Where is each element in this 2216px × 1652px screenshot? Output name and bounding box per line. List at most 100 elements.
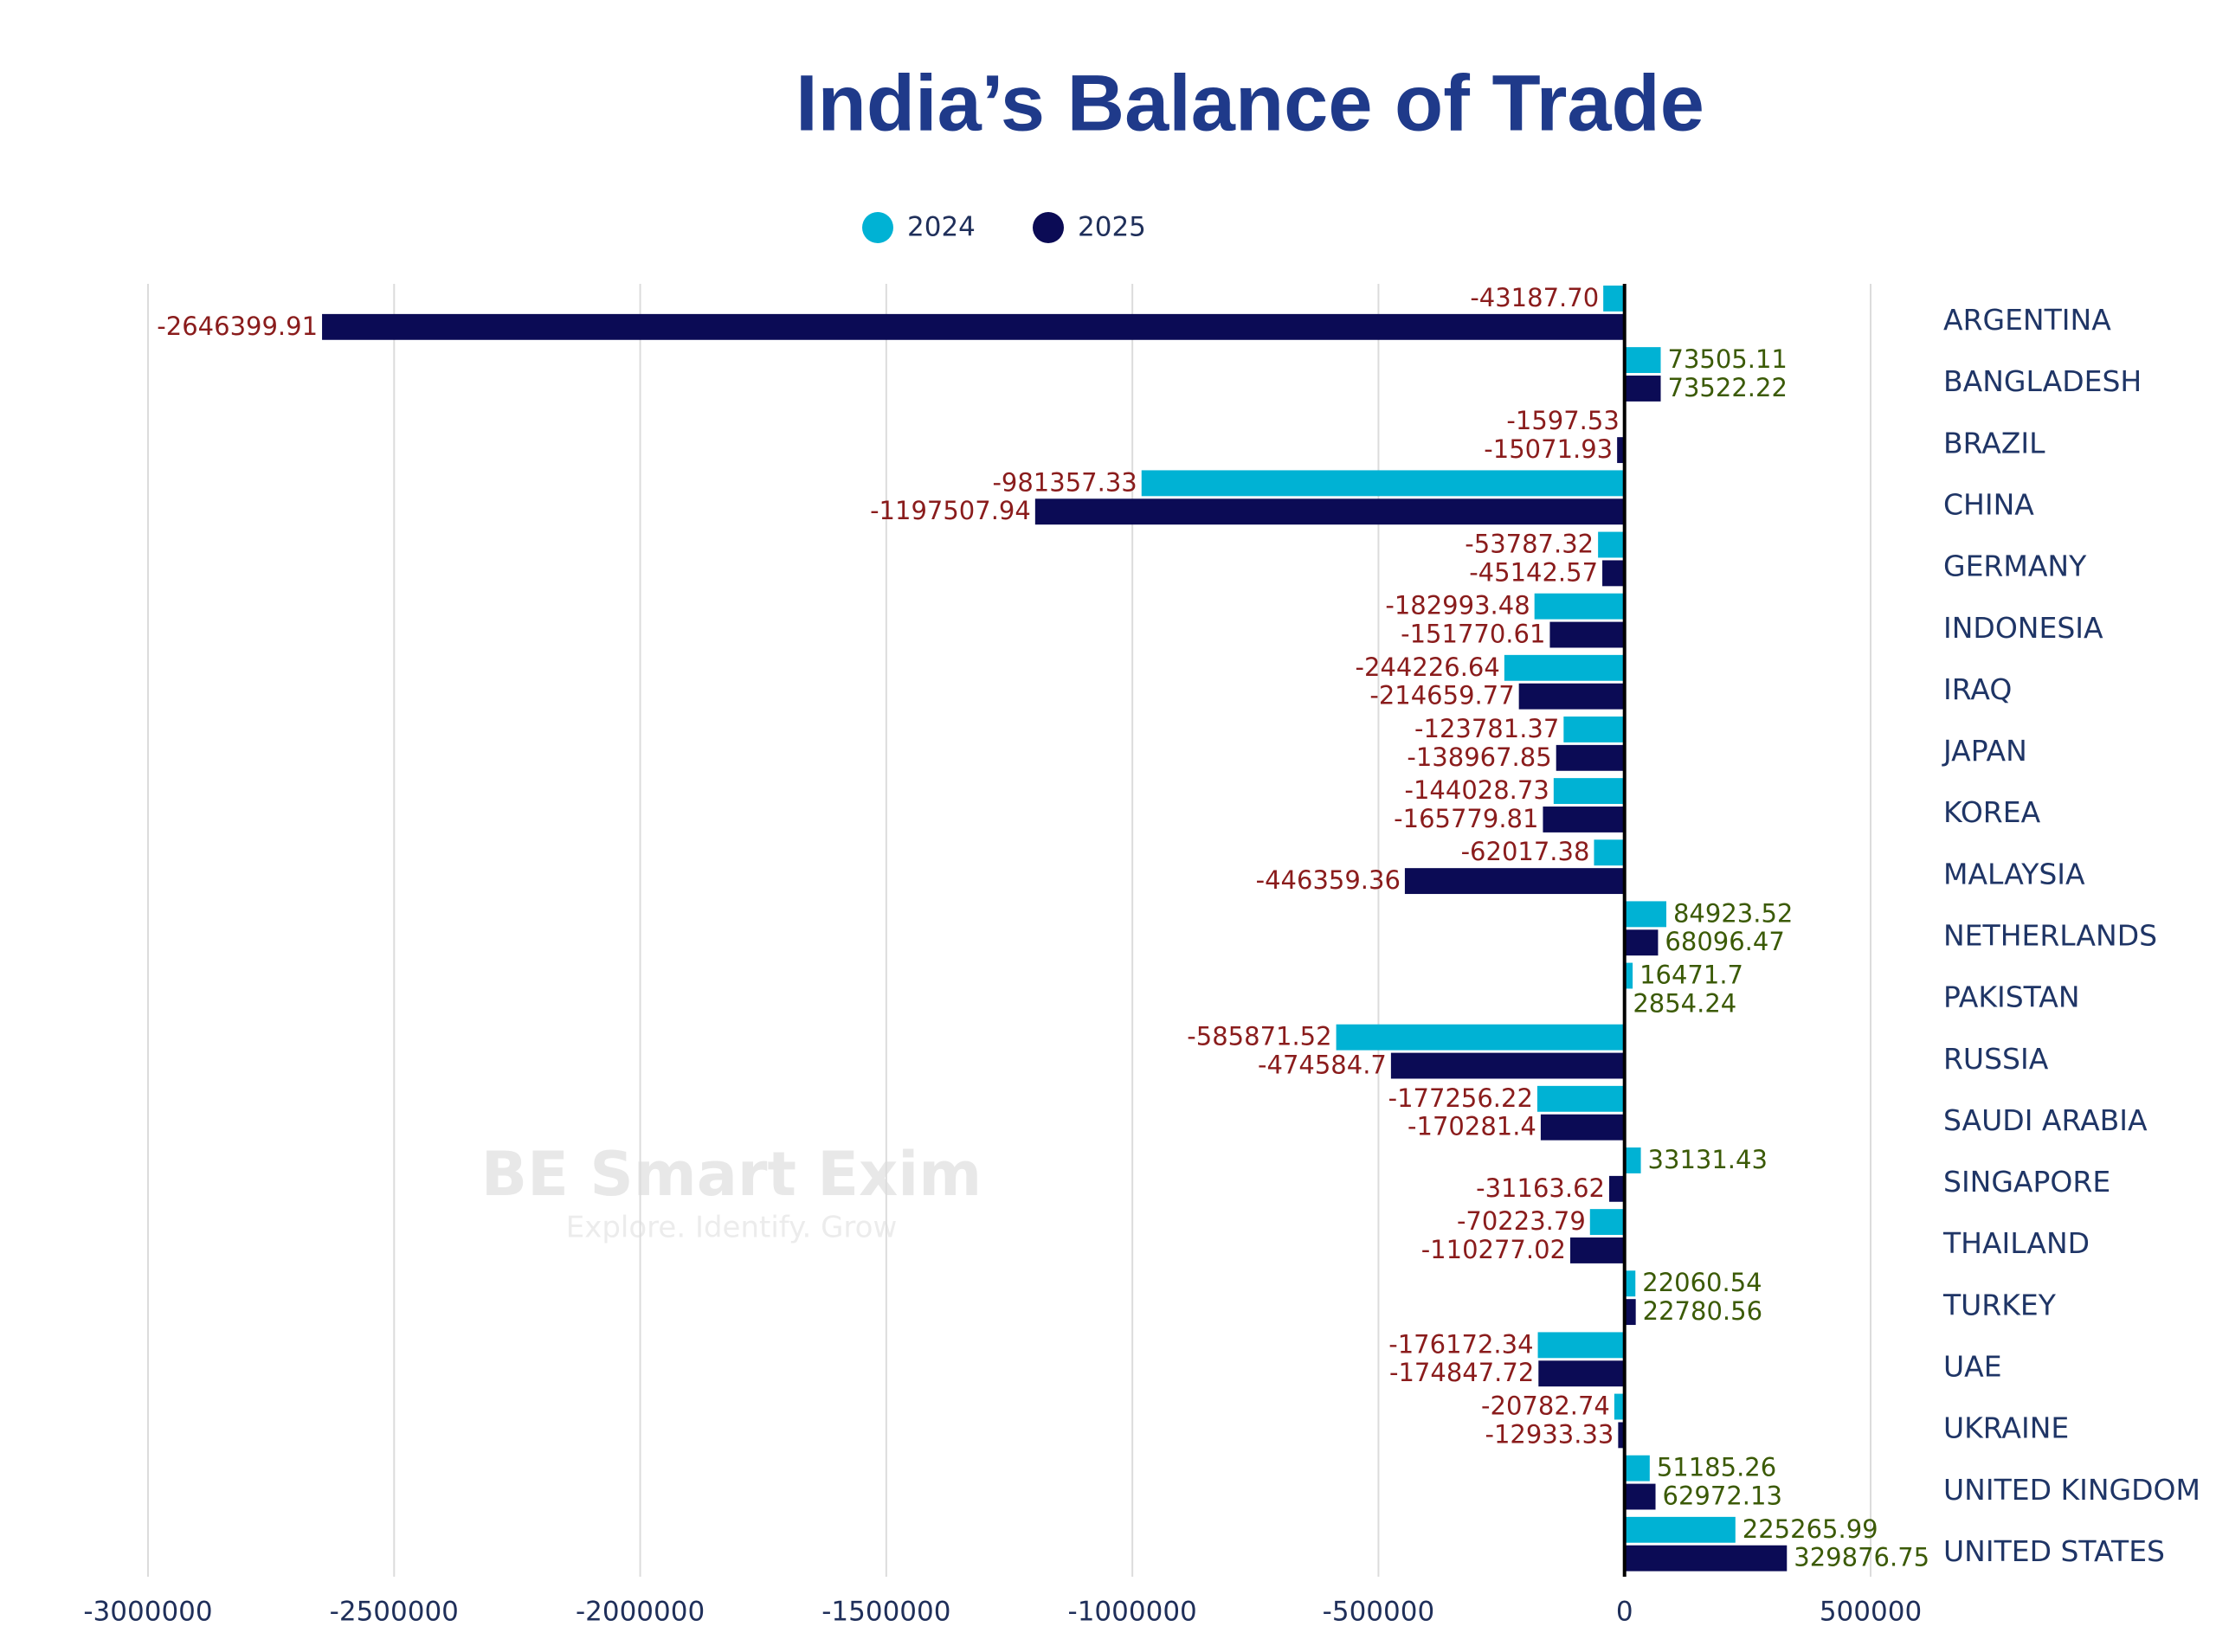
- category-label: CHINA: [1943, 488, 2034, 522]
- value-label: -182993.48: [1385, 591, 1530, 620]
- category-label: TURKEY: [1942, 1288, 2057, 1321]
- bar: [1624, 1270, 1636, 1297]
- x-tick-label: 500000: [1820, 1597, 1922, 1628]
- x-tick-label: -2500000: [330, 1597, 459, 1628]
- x-tick-label: 0: [1616, 1597, 1633, 1628]
- value-label: 33131.43: [1648, 1145, 1768, 1174]
- bar: [1336, 1024, 1625, 1051]
- bar: [1598, 531, 1625, 558]
- category-label: INDONESIA: [1943, 611, 2103, 645]
- value-label: -2646399.91: [157, 312, 318, 341]
- value-label: -585871.52: [1187, 1022, 1331, 1051]
- bar: [1518, 683, 1625, 710]
- legend-marker: [1033, 212, 1064, 243]
- bar: [1034, 498, 1625, 525]
- value-label: -174847.72: [1389, 1358, 1534, 1387]
- bar: [1534, 593, 1625, 620]
- category-label: BANGLADESH: [1943, 364, 2142, 398]
- value-label: -15071.93: [1484, 434, 1613, 464]
- bar: [1404, 868, 1625, 895]
- bar: [1141, 470, 1625, 497]
- category-label: NETHERLANDS: [1943, 919, 2157, 953]
- category-label: JAPAN: [1942, 734, 2027, 768]
- bar: [1624, 901, 1666, 928]
- value-label: -151770.61: [1401, 620, 1545, 649]
- value-label: -110277.02: [1421, 1235, 1566, 1264]
- category-label: GERMANY: [1943, 550, 2087, 583]
- category-label: SINGAPORE: [1943, 1165, 2110, 1199]
- bar: [1624, 1516, 1736, 1543]
- bar: [1602, 560, 1625, 587]
- value-label: -214659.77: [1369, 681, 1514, 710]
- bar: [1624, 1483, 1656, 1510]
- bar: [1536, 1085, 1625, 1112]
- category-label: UNITED KINGDOM: [1943, 1473, 2200, 1507]
- value-label: -177256.22: [1388, 1083, 1533, 1113]
- bar: [1624, 929, 1659, 956]
- bar: [1589, 1209, 1625, 1236]
- value-label: -70223.79: [1457, 1206, 1586, 1236]
- bar: [1624, 962, 1633, 989]
- category-label: UKRAINE: [1943, 1411, 2069, 1445]
- bar: [1543, 807, 1625, 832]
- value-label: 84923.52: [1673, 898, 1793, 928]
- value-label: -1597.53: [1506, 406, 1619, 435]
- bar: [1594, 839, 1625, 866]
- legend-label: 2024: [907, 212, 976, 243]
- category-label: PAKISTAN: [1943, 980, 2080, 1014]
- bar: [1570, 1237, 1625, 1263]
- value-label: -62017.38: [1461, 837, 1590, 866]
- bar: [1603, 286, 1625, 312]
- value-label: -244226.64: [1356, 652, 1500, 682]
- category-label: THAILAND: [1942, 1226, 2090, 1260]
- value-label: -31163.62: [1476, 1173, 1605, 1203]
- bar: [1540, 1114, 1625, 1141]
- category-label: UNITED STATES: [1943, 1534, 2165, 1568]
- value-label: 22780.56: [1643, 1296, 1762, 1326]
- x-tick-label: -1500000: [821, 1597, 950, 1628]
- value-label: 68096.47: [1665, 927, 1784, 956]
- chart-title: India’s Balance of Trade: [796, 59, 1704, 147]
- value-label: 225265.99: [1743, 1514, 1878, 1544]
- value-label: 51185.26: [1657, 1453, 1776, 1482]
- category-label: IRAQ: [1943, 672, 2012, 706]
- legend-label: 2025: [1078, 212, 1146, 243]
- bar: [1624, 1545, 1788, 1572]
- bar: [322, 313, 1625, 340]
- x-tick-label: -3000000: [83, 1597, 212, 1628]
- value-label: 62972.13: [1663, 1482, 1782, 1511]
- bar: [1504, 654, 1625, 681]
- value-label: -20782.74: [1481, 1392, 1610, 1421]
- value-label: -12933.33: [1485, 1419, 1614, 1449]
- value-label: -170281.4: [1408, 1112, 1536, 1141]
- watermark-brand: BE Smart Exim: [481, 1139, 982, 1210]
- bar: [1617, 437, 1625, 464]
- bar: [1549, 621, 1625, 648]
- value-label: 16471.7: [1639, 961, 1743, 990]
- category-label: SAUDI ARABIA: [1943, 1103, 2148, 1137]
- category-label: KOREA: [1943, 795, 2041, 829]
- value-label: -446359.36: [1256, 865, 1401, 895]
- value-label: -45142.57: [1469, 557, 1598, 587]
- bar: [1624, 347, 1661, 374]
- bar: [1624, 1455, 1650, 1482]
- category-label: RUSSIA: [1943, 1042, 2049, 1076]
- x-tick-label: -500000: [1323, 1597, 1435, 1628]
- value-label: -43187.70: [1470, 283, 1599, 312]
- bar: [1608, 1175, 1625, 1202]
- value-label: -53787.32: [1465, 530, 1594, 559]
- category-label: MALAYSIA: [1943, 857, 2085, 890]
- value-label: -165779.81: [1394, 804, 1538, 833]
- value-label: 73522.22: [1668, 373, 1788, 402]
- bar: [1624, 1299, 1636, 1326]
- bar: [1614, 1393, 1625, 1420]
- value-label: 73505.11: [1668, 344, 1788, 374]
- bar: [1537, 1332, 1625, 1359]
- category-label: ARGENTINA: [1943, 303, 2111, 337]
- bar: [1563, 717, 1625, 742]
- value-label: -144028.73: [1405, 775, 1549, 805]
- value-label: 329876.75: [1794, 1543, 1929, 1572]
- value-label: -176172.34: [1388, 1329, 1533, 1359]
